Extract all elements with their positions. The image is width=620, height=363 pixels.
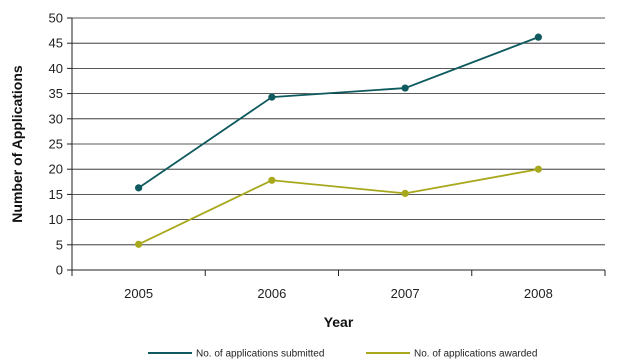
y-tick-label: 5: [56, 237, 63, 252]
x-tick-label: 2008: [524, 286, 553, 301]
x-tick-label: 2006: [257, 286, 286, 301]
y-tick-label: 20: [49, 162, 63, 177]
y-tick-label: 45: [49, 36, 63, 51]
data-point: [401, 84, 409, 92]
x-axis-ticks: 2005 2006 2007 2008: [71, 270, 606, 301]
series-2: [135, 165, 542, 248]
gridlines: [72, 17, 605, 246]
y-tick-label: 15: [49, 187, 63, 202]
y-axis-title: Number of Applications: [9, 65, 25, 223]
data-point: [135, 184, 143, 192]
legend-label: No. of applications submitted: [196, 349, 324, 360]
y-axis-ticks: 0 5 10 15 20 25 30 35 40 45 50: [49, 11, 72, 278]
x-tick-label: 2005: [124, 286, 153, 301]
y-tick-label: 50: [49, 11, 63, 26]
legend: No. of applications submitted No. of appl…: [148, 349, 537, 360]
series-line: [138, 168, 539, 246]
y-tick-label: 25: [49, 137, 63, 152]
series-layer: [135, 33, 542, 248]
data-point: [534, 33, 542, 41]
data-point: [534, 165, 542, 173]
series-line: [138, 36, 539, 189]
x-axis-title: Year: [324, 314, 354, 330]
legend-label: No. of applications awarded: [414, 349, 537, 360]
data-point: [401, 189, 409, 197]
data-point: [268, 176, 276, 184]
y-tick-label: 40: [49, 61, 63, 76]
data-point: [135, 240, 143, 248]
x-tick-label: 2007: [391, 286, 420, 301]
y-tick-label: 35: [49, 86, 63, 101]
y-tick-label: 0: [56, 263, 63, 278]
y-tick-label: 10: [49, 212, 63, 227]
series-1: [135, 33, 542, 192]
y-tick-label: 30: [49, 111, 63, 126]
data-point: [268, 93, 276, 101]
